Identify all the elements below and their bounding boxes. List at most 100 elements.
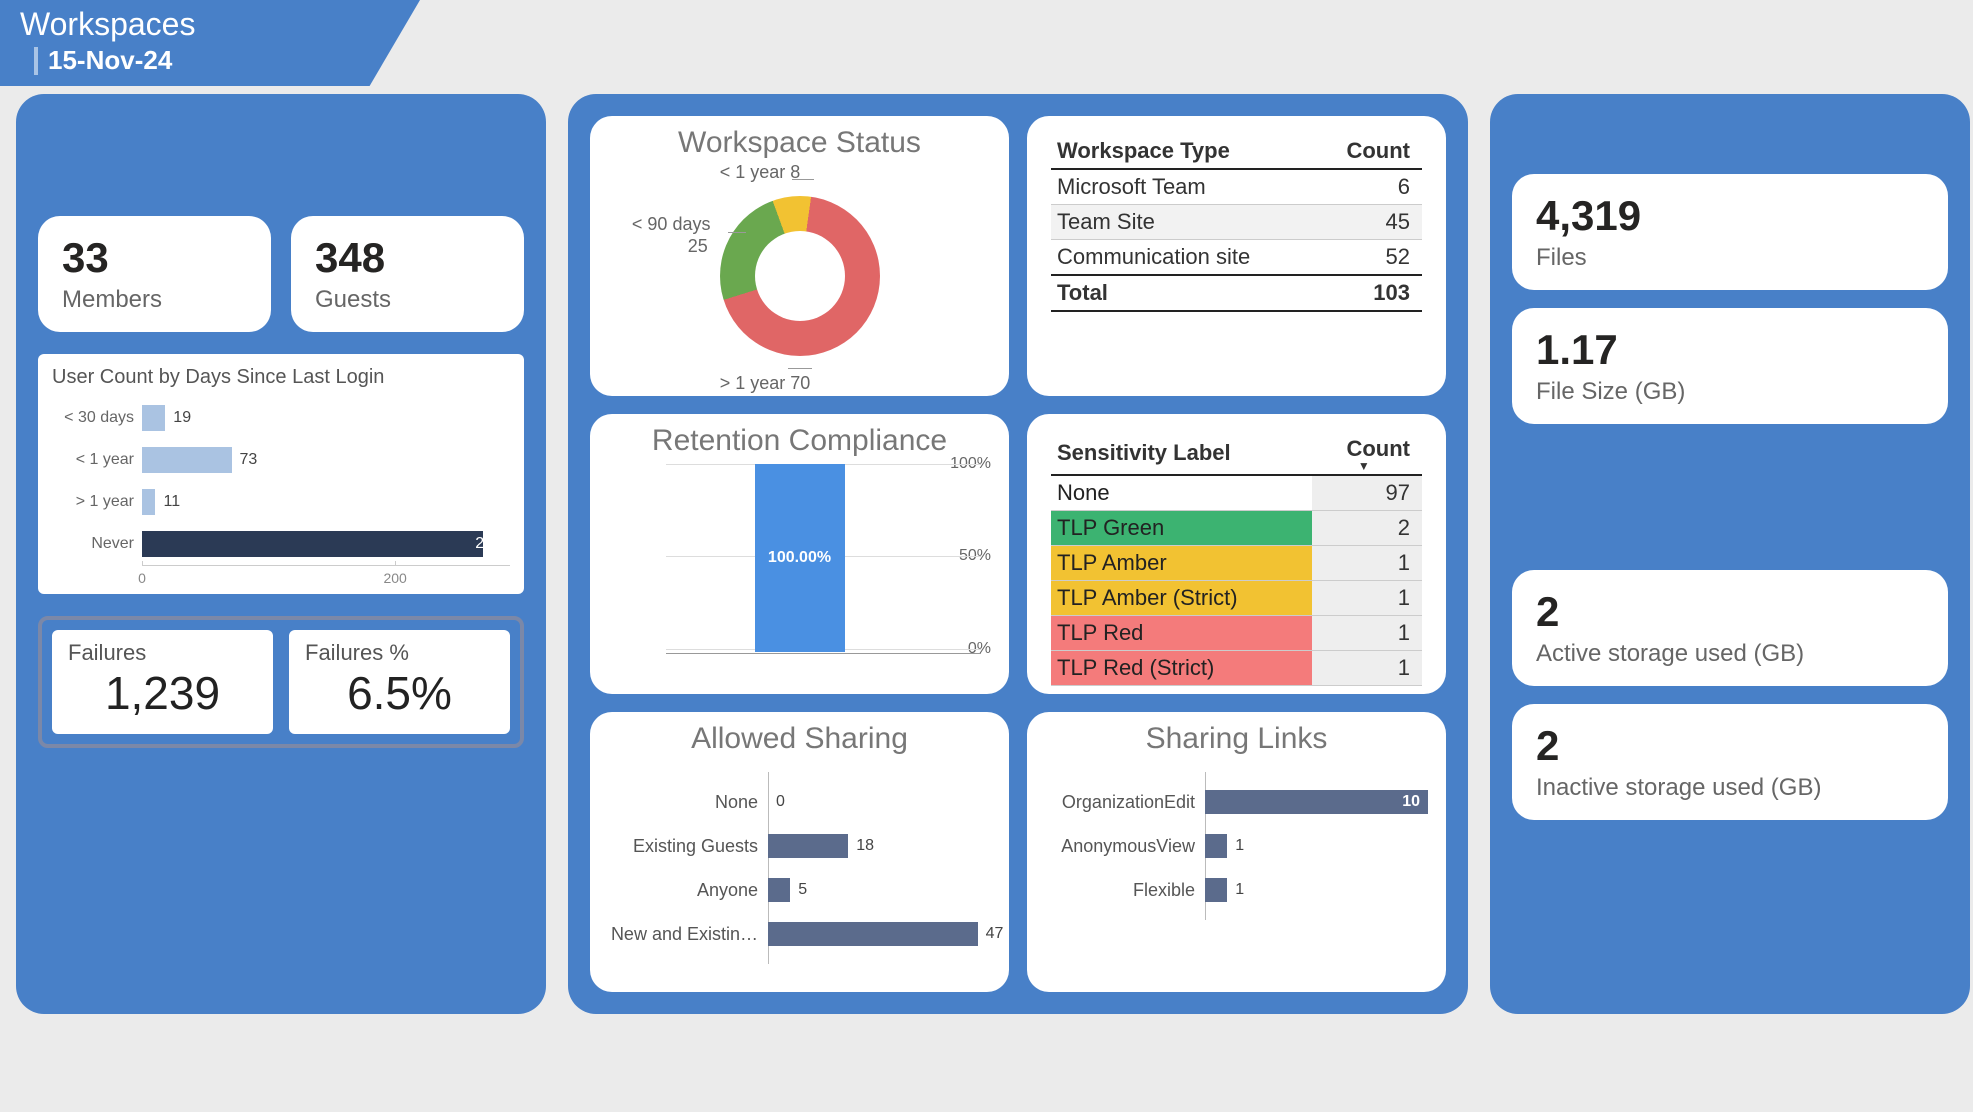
allowed-sharing-card[interactable]: Allowed Sharing None0Existing Guests18An… xyxy=(590,712,1009,992)
sharing-links-title: Sharing Links xyxy=(1045,722,1428,756)
table-row[interactable]: TLP Amber1 xyxy=(1051,546,1422,581)
login-bar-label: < 1 year xyxy=(52,451,142,469)
workspace-status-title: Workspace Status xyxy=(600,126,999,160)
failures-card[interactable]: Failures 1,239 xyxy=(52,630,273,734)
sensitivity-label: None xyxy=(1051,475,1312,511)
login-bar-row: < 30 days19 xyxy=(52,397,510,439)
login-chart-axis: 0200 xyxy=(142,565,510,586)
wtype-count: 45 xyxy=(1317,205,1423,240)
workspace-type-col-count[interactable]: Count xyxy=(1317,134,1423,169)
allowed-sharing-title: Allowed Sharing xyxy=(608,722,991,756)
active-storage-value: 2 xyxy=(1536,588,1924,636)
login-chart-card[interactable]: User Count by Days Since Last Login < 30… xyxy=(38,354,524,594)
wtype-count: 6 xyxy=(1317,169,1423,205)
inactive-storage-label: Inactive storage used (GB) xyxy=(1536,774,1924,802)
table-row[interactable]: TLP Amber (Strict)1 xyxy=(1051,581,1422,616)
sort-desc-icon: ▼ xyxy=(1318,462,1410,470)
table-row[interactable]: None97 xyxy=(1051,475,1422,511)
mini-bar-label: Anyone xyxy=(608,880,768,901)
table-row[interactable]: TLP Red1 xyxy=(1051,616,1422,651)
workspace-type-table: Workspace Type Count Microsoft Team6Team… xyxy=(1051,134,1422,312)
mini-bar-label: AnonymousView xyxy=(1045,836,1205,857)
retention-card[interactable]: Retention Compliance 0%50%100%100.00% xyxy=(590,414,1009,694)
sensitivity-col-count[interactable]: Count ▼ xyxy=(1312,432,1422,475)
guests-value: 348 xyxy=(315,234,500,282)
header-date-bar xyxy=(34,47,38,75)
members-value: 33 xyxy=(62,234,247,282)
wtype-label: Team Site xyxy=(1051,205,1317,240)
guests-card[interactable]: 348 Guests xyxy=(291,216,524,332)
mini-bar-row: Anyone5 xyxy=(608,868,991,912)
files-value: 4,319 xyxy=(1536,192,1924,240)
failures-label: Failures xyxy=(68,640,257,666)
inactive-storage-value: 2 xyxy=(1536,722,1924,770)
mini-bar-row: None0 xyxy=(608,780,991,824)
login-chart-title: User Count by Days Since Last Login xyxy=(52,366,510,389)
workspace-status-chart: < 1 year 8< 90 days25> 1 year 70 xyxy=(600,166,999,386)
sensitivity-label: TLP Amber xyxy=(1051,546,1312,581)
page-title: Workspaces xyxy=(20,6,400,43)
sensitivity-card[interactable]: Sensitivity Label Count ▼ None97TLP Gree… xyxy=(1027,414,1446,694)
header-date: 15-Nov-24 xyxy=(48,45,172,76)
sensitivity-count: 97 xyxy=(1312,475,1422,511)
mini-bar-label: New and Existin… xyxy=(608,924,768,945)
sensitivity-count: 2 xyxy=(1312,511,1422,546)
mini-bar-label: Existing Guests xyxy=(608,836,768,857)
failures-wrap: Failures 1,239 Failures % 6.5% xyxy=(38,616,524,748)
header: Workspaces 15-Nov-24 xyxy=(0,0,1973,86)
workspace-type-card[interactable]: Workspace Type Count Microsoft Team6Team… xyxy=(1027,116,1446,396)
login-bar-row: > 1 year11 xyxy=(52,481,510,523)
failures-pct-card[interactable]: Failures % 6.5% xyxy=(289,630,510,734)
members-card[interactable]: 33 Members xyxy=(38,216,271,332)
right-panel: 4,319 Files 1.17 File Size (GB) 2 Active… xyxy=(1490,94,1970,1014)
wtype-count: 52 xyxy=(1317,240,1423,276)
wtype-label: Communication site xyxy=(1051,240,1317,276)
middle-panel: Workspace Status < 1 year 8< 90 days25> … xyxy=(568,94,1468,1014)
donut-label: < 1 year 8 xyxy=(720,162,801,183)
login-bar-label: < 30 days xyxy=(52,409,142,427)
mini-bar-label: Flexible xyxy=(1045,880,1205,901)
login-bar-row: < 1 year73 xyxy=(52,439,510,481)
donut-label: 25 xyxy=(688,236,708,257)
sensitivity-label: TLP Red (Strict) xyxy=(1051,651,1312,686)
allowed-sharing-chart: None0Existing Guests18Anyone5New and Exi… xyxy=(608,780,991,956)
mini-bar-row: AnonymousView1 xyxy=(1045,824,1428,868)
table-row[interactable]: TLP Red (Strict)1 xyxy=(1051,651,1422,686)
active-storage-label: Active storage used (GB) xyxy=(1536,640,1924,668)
header-tab: Workspaces 15-Nov-24 xyxy=(0,0,420,86)
failures-value: 1,239 xyxy=(68,666,257,720)
members-label: Members xyxy=(62,286,247,314)
wtype-label: Microsoft Team xyxy=(1051,169,1317,205)
table-row[interactable]: Team Site45 xyxy=(1051,205,1422,240)
table-row[interactable]: Communication site52 xyxy=(1051,240,1422,276)
filesize-value: 1.17 xyxy=(1536,326,1924,374)
left-panel: 33 Members 348 Guests User Count by Days… xyxy=(16,94,546,1014)
workspace-status-card[interactable]: Workspace Status < 1 year 8< 90 days25> … xyxy=(590,116,1009,396)
filesize-label: File Size (GB) xyxy=(1536,378,1924,406)
login-bar-label: > 1 year xyxy=(52,493,142,511)
sensitivity-count: 1 xyxy=(1312,616,1422,651)
mini-bar-row: OrganizationEdit10 xyxy=(1045,780,1428,824)
sharing-links-card[interactable]: Sharing Links OrganizationEdit10Anonymou… xyxy=(1027,712,1446,992)
table-row[interactable]: TLP Green2 xyxy=(1051,511,1422,546)
login-bar-label: Never xyxy=(52,535,142,553)
sensitivity-col-label[interactable]: Sensitivity Label xyxy=(1051,432,1312,475)
mini-bar-row: New and Existin…47 xyxy=(608,912,991,956)
active-storage-card[interactable]: 2 Active storage used (GB) xyxy=(1512,570,1948,686)
table-row[interactable]: Microsoft Team6 xyxy=(1051,169,1422,205)
filesize-card[interactable]: 1.17 File Size (GB) xyxy=(1512,308,1948,424)
guests-label: Guests xyxy=(315,286,500,314)
sensitivity-label: TLP Amber (Strict) xyxy=(1051,581,1312,616)
donut-label: < 90 days xyxy=(632,214,711,235)
retention-chart: 0%50%100%100.00% xyxy=(608,464,991,674)
mini-bar-row: Existing Guests18 xyxy=(608,824,991,868)
workspace-type-col-label[interactable]: Workspace Type xyxy=(1051,134,1317,169)
sensitivity-count: 1 xyxy=(1312,651,1422,686)
sharing-links-chart: OrganizationEdit10AnonymousView1 Flexible… xyxy=(1045,780,1428,912)
sensitivity-count: 1 xyxy=(1312,546,1422,581)
sensitivity-label: TLP Red xyxy=(1051,616,1312,651)
files-card[interactable]: 4,319 Files xyxy=(1512,174,1948,290)
login-chart-bars: < 30 days19< 1 year73> 1 year11Never278 xyxy=(52,397,510,565)
inactive-storage-card[interactable]: 2 Inactive storage used (GB) xyxy=(1512,704,1948,820)
failures-pct-label: Failures % xyxy=(305,640,494,666)
